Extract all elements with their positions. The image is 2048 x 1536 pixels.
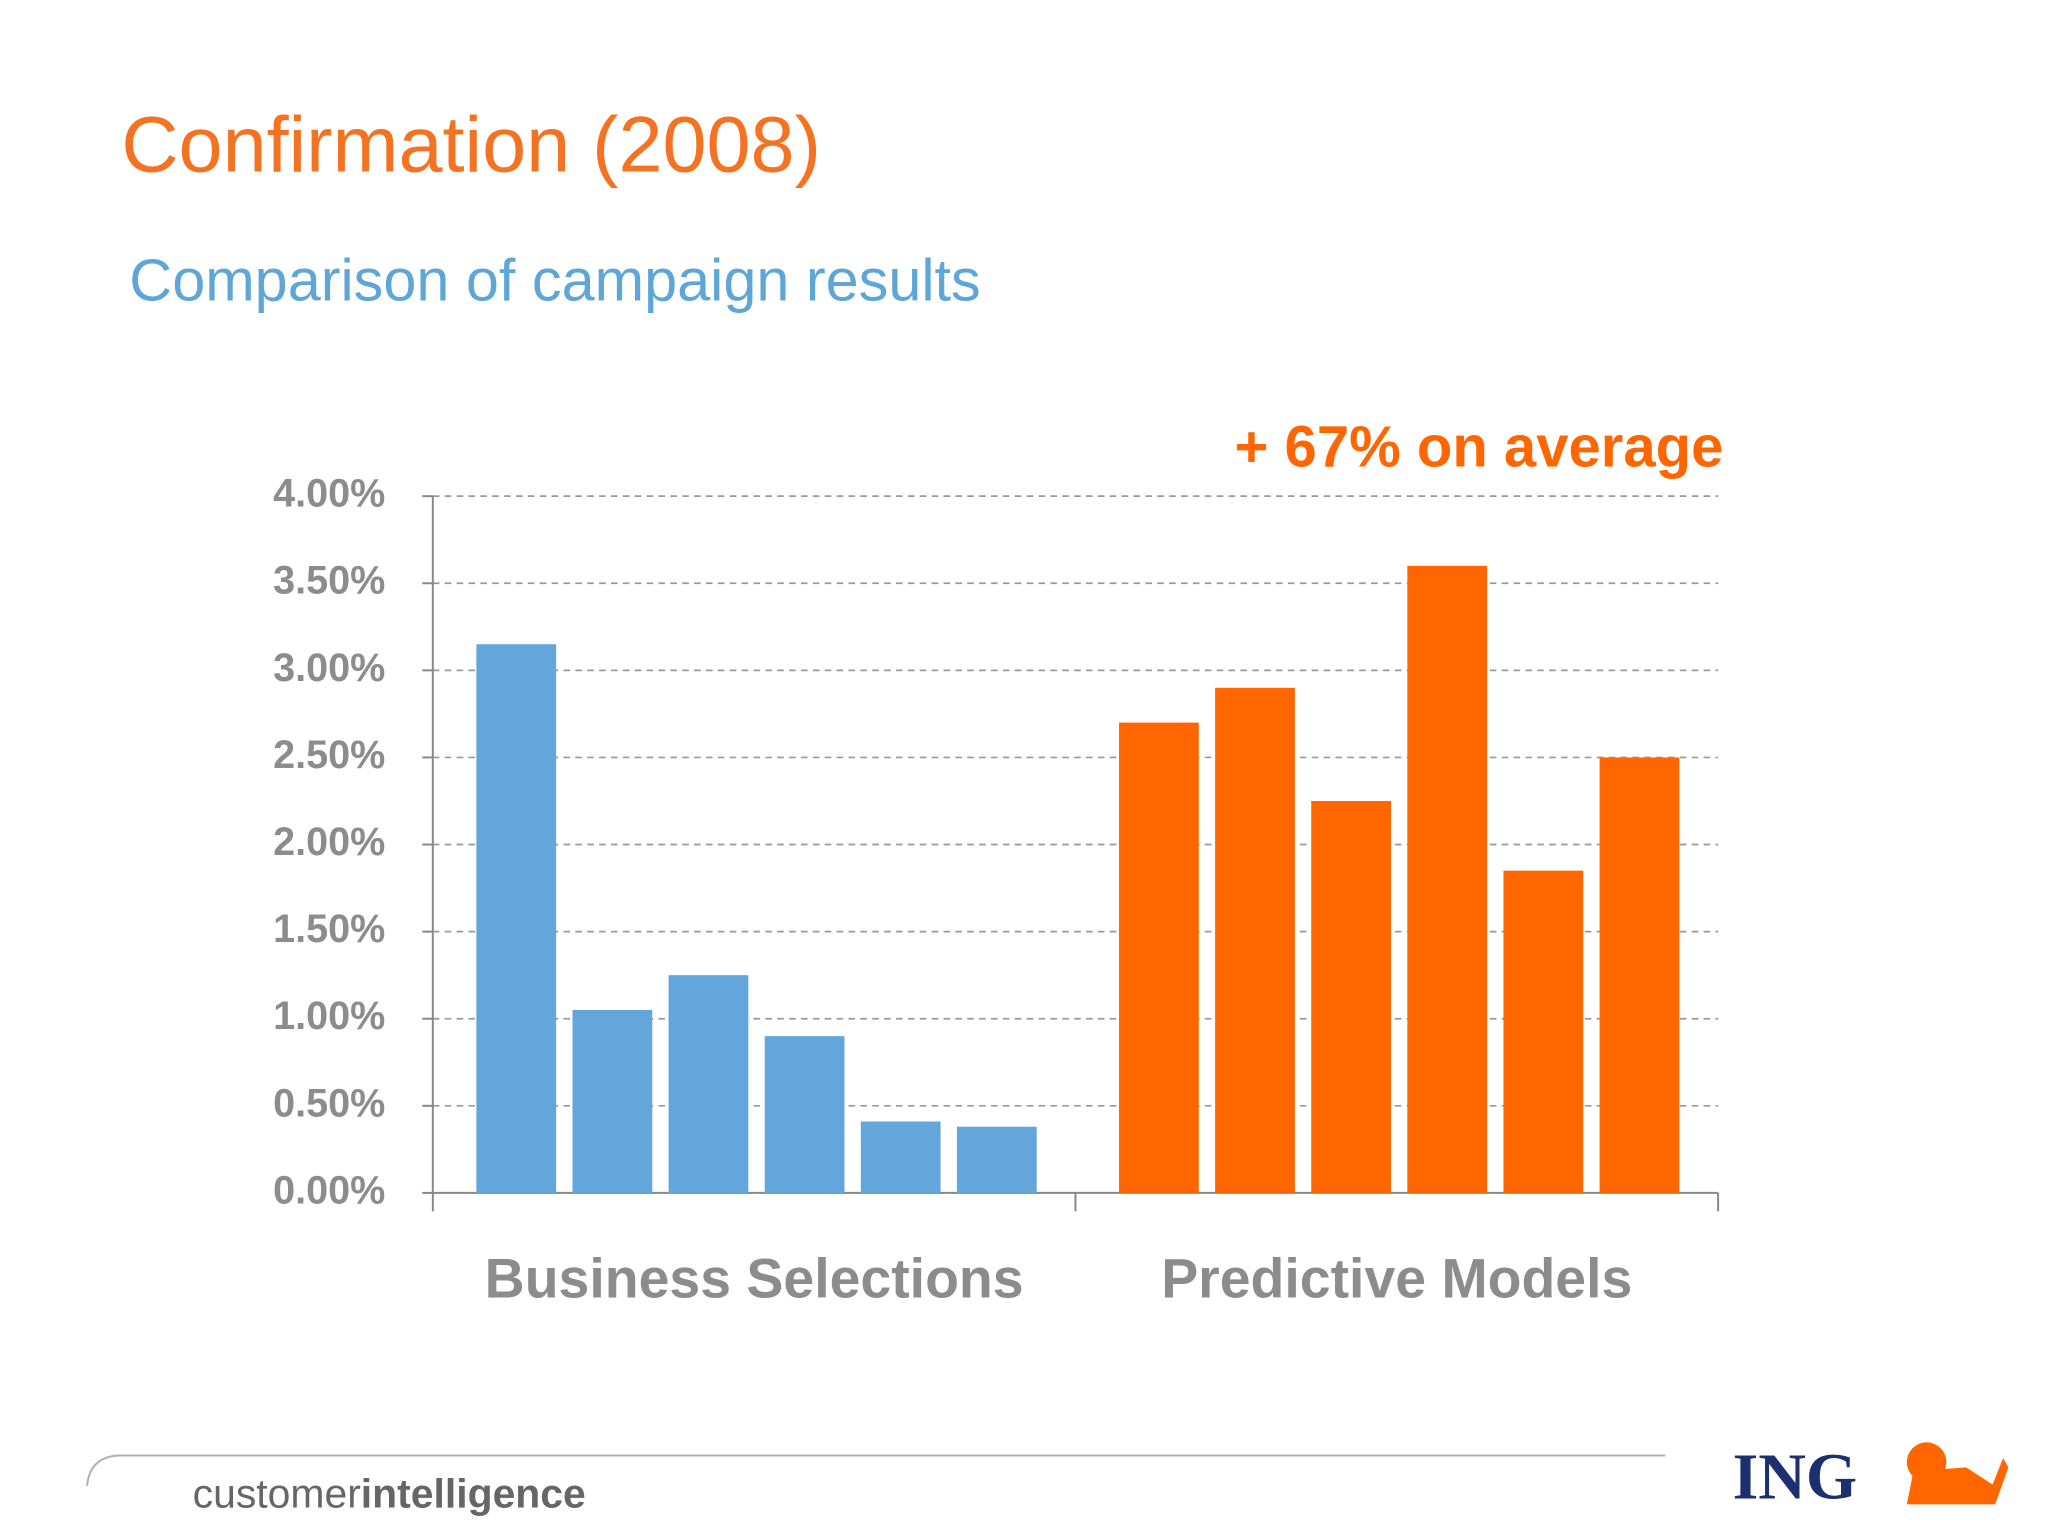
brand-regular: customer xyxy=(193,1470,361,1516)
y-tick-label: 2.00% xyxy=(273,820,385,864)
y-tick-label: 1.00% xyxy=(273,994,385,1038)
group-label: Business Selections xyxy=(485,1247,1024,1309)
bar xyxy=(1407,565,1488,1193)
bar xyxy=(668,975,749,1193)
y-tick-label: 0.50% xyxy=(273,1081,385,1125)
footer-rule xyxy=(86,1454,1666,1486)
y-tick-label: 4.00% xyxy=(273,472,385,516)
chart-subtitle: Comparison of campaign results xyxy=(129,247,980,314)
bar xyxy=(1119,722,1199,1193)
annotation: + 67% on average xyxy=(1235,415,1724,480)
y-tick-label: 2.50% xyxy=(273,733,385,777)
brand-bold: intelligence xyxy=(361,1470,586,1516)
bar xyxy=(1503,870,1584,1193)
logo-text: ING xyxy=(1733,1440,1858,1513)
logo-lion xyxy=(1906,1442,2009,1505)
y-tick-label: 0.00% xyxy=(273,1168,385,1212)
group-label: Predictive Models xyxy=(1161,1247,1632,1309)
bar xyxy=(1215,687,1295,1193)
bar xyxy=(572,1010,653,1193)
bar xyxy=(956,1126,1037,1193)
y-tick-label: 3.00% xyxy=(273,646,385,690)
footer-brand: customerintelligence xyxy=(193,1470,586,1516)
bar xyxy=(1311,800,1392,1193)
y-tick-label: 3.50% xyxy=(273,559,385,603)
bar xyxy=(476,644,557,1193)
plot: 0.00% 0.50% 1.00% 1.50% 2.00% 2.50% 3.00% 3.50%… xyxy=(273,472,1720,1309)
bar xyxy=(764,1036,845,1193)
bar xyxy=(1599,757,1680,1193)
bar xyxy=(860,1121,941,1193)
chart-title: Confirmation (2008) xyxy=(121,99,821,188)
y-tick-label: 1.50% xyxy=(273,907,385,951)
